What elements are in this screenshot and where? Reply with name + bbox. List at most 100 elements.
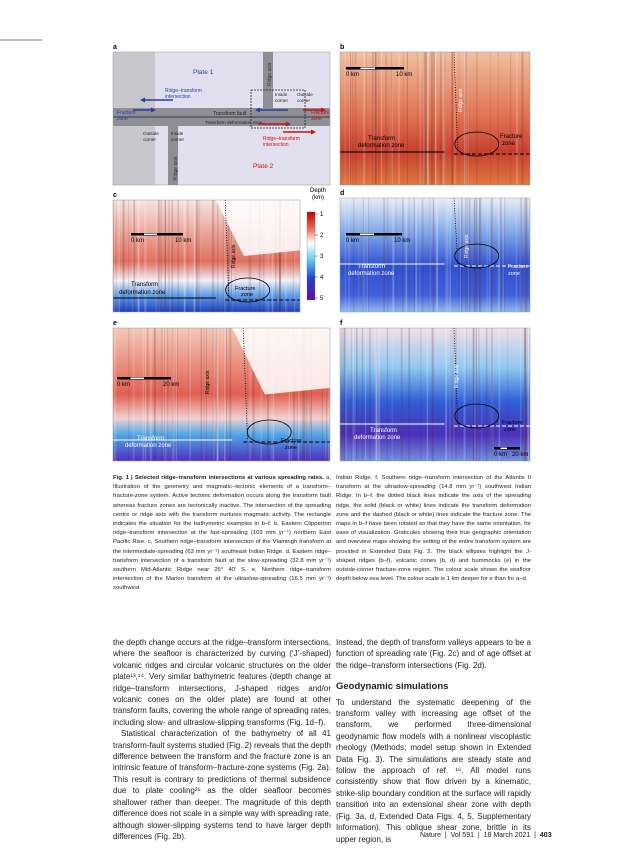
relief-stripe [304, 328, 306, 461]
relief-stripe [376, 328, 378, 461]
relief-stripe [525, 198, 528, 312]
relief-stripe [293, 200, 296, 312]
relief-stripe [267, 328, 269, 461]
panel-label: Transform [368, 136, 395, 142]
relief-stripe [525, 198, 527, 312]
relief-stripe [349, 52, 351, 185]
relief-stripe [199, 200, 201, 312]
panel-label: Fracture [117, 110, 136, 116]
relief-stripe [468, 198, 470, 312]
relief-stripe [325, 328, 327, 461]
arrow-head [140, 97, 145, 103]
relief-stripe [374, 52, 377, 185]
relief-stripe [520, 198, 523, 312]
relief-stripe [475, 328, 477, 461]
relief-stripe [272, 328, 275, 461]
relief-stripe [432, 52, 434, 185]
relief-stripe [344, 52, 346, 185]
relief-stripe [158, 200, 160, 312]
highlight-ellipse [246, 419, 292, 445]
relief-stripe [509, 52, 512, 185]
relief-stripe [302, 328, 305, 461]
panel-label: Inside [275, 92, 288, 97]
relief-stripe [369, 328, 371, 461]
relief-stripe [153, 328, 156, 461]
relief-stripe [310, 328, 312, 461]
panel-label: Fracture [281, 438, 301, 444]
panel-label: Ridge axis [458, 88, 464, 112]
relief-stripe [249, 328, 251, 461]
scale-bar-gap [500, 447, 507, 449]
panel-label: zone [508, 271, 520, 277]
relief-stripe [358, 198, 360, 312]
relief-stripe [433, 52, 435, 185]
relief-stripe [188, 328, 191, 461]
relief-stripe [353, 198, 355, 312]
panel-border [112, 327, 331, 462]
panel-label: intersection [165, 94, 191, 100]
panel: d 0 km 10 km Ridge axis Transformdeformation… [339, 190, 531, 313]
panel-border [112, 199, 301, 313]
relief-stripe [464, 52, 466, 185]
relief-stripe [230, 200, 233, 312]
panel-label: Transform [131, 282, 158, 288]
panel-image [113, 200, 300, 312]
relief-stripe [473, 198, 475, 312]
relief-stripe [216, 328, 218, 461]
relief-stripe [432, 198, 435, 312]
relief-stripe [163, 328, 165, 461]
relief-stripe [458, 198, 460, 312]
relief-stripe [473, 198, 476, 312]
relief-stripe [386, 328, 388, 461]
relief-stripe [520, 198, 522, 312]
relief-stripe [521, 52, 523, 185]
panel-label: Fracture [500, 134, 523, 140]
relief-stripe [252, 328, 255, 461]
relief-stripe [465, 52, 466, 185]
body-right: Instead, the depth of transform valleys … [336, 637, 531, 845]
relief-stripe [258, 200, 261, 312]
relief-stripe [175, 328, 178, 461]
panel-label: corner [297, 98, 310, 103]
relief-stripe [211, 200, 214, 312]
panel-border [112, 51, 331, 186]
relief-stripe [163, 328, 165, 461]
relief-stripe [146, 328, 149, 461]
relief-stripe [212, 328, 214, 461]
relief-stripe [144, 200, 145, 312]
panel-image [113, 328, 330, 461]
relief-stripe [443, 52, 446, 185]
relief-stripe [138, 200, 140, 312]
relief-stripe [430, 52, 433, 185]
relief-stripe [524, 198, 526, 312]
relief-stripe [134, 200, 136, 312]
relief-stripe [263, 200, 265, 312]
relief-stripe [343, 328, 345, 461]
relief-stripe [416, 52, 418, 185]
situation-box [250, 89, 306, 129]
relief-stripe [199, 200, 201, 312]
relief-stripe [136, 200, 139, 312]
relief-stripe [365, 52, 367, 185]
relief-stripe [400, 328, 403, 461]
panel-label: deformation zone [125, 443, 172, 449]
relief-stripe [425, 52, 428, 185]
highlight-ellipse [454, 243, 500, 269]
relief-stripe [391, 52, 394, 185]
section-heading: Geodynamic simulations [336, 681, 449, 693]
relief-stripe [463, 52, 466, 185]
relief-stripe [224, 328, 226, 461]
relief-stripe [366, 198, 368, 312]
relief-stripe [378, 328, 381, 461]
body-left: the depth change occurs at the ridge–tra… [113, 637, 331, 842]
relief-stripe [279, 200, 281, 312]
panel-label: 20 km [163, 382, 179, 388]
highlight-ellipse [225, 277, 271, 303]
relief-stripe [128, 200, 130, 312]
relief-stripe [402, 198, 404, 312]
relief-stripe [392, 198, 395, 312]
panel-label: Ridge axis [205, 370, 211, 394]
relief-stripe [426, 52, 429, 185]
relief-stripe [216, 328, 219, 461]
